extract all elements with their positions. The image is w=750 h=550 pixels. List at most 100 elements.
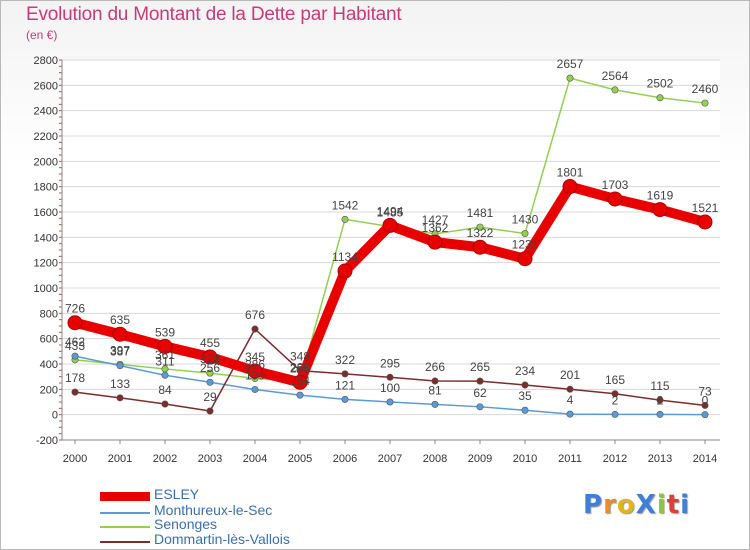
data-label: 726 — [65, 302, 85, 316]
data-point — [386, 398, 394, 406]
data-label: 2657 — [557, 57, 584, 71]
data-point — [517, 251, 533, 267]
data-label: 2 — [657, 393, 664, 407]
data-label: 2502 — [647, 77, 674, 91]
legend-swatch — [100, 492, 150, 501]
y-tick-label: 800 — [40, 308, 58, 320]
data-label: 4 — [567, 393, 574, 407]
x-tick-label: 2005 — [288, 453, 312, 465]
data-label: 62 — [473, 386, 487, 400]
data-point — [116, 394, 124, 402]
data-label: 2564 — [602, 69, 629, 83]
data-label: 295 — [380, 356, 400, 370]
data-label: 311 — [155, 354, 174, 368]
data-label: 1494 — [377, 204, 404, 218]
data-point — [206, 407, 214, 415]
data-label: 433 — [65, 339, 85, 353]
data-label: 322 — [335, 353, 355, 367]
data-point — [611, 410, 619, 418]
data-point — [341, 215, 349, 223]
data-label: 387 — [110, 345, 130, 359]
legend-label: Senonges — [154, 516, 218, 532]
x-tick-label: 2006 — [333, 453, 357, 465]
data-label: 462 — [65, 335, 85, 349]
x-tick-label: 2010 — [513, 453, 537, 465]
data-point — [341, 395, 349, 403]
x-tick-label: 2003 — [198, 453, 222, 465]
data-label: 115 — [650, 379, 669, 393]
data-point — [656, 396, 664, 404]
data-point — [341, 370, 349, 378]
data-label: 81 — [428, 383, 442, 397]
data-point — [247, 363, 263, 379]
legend-swatch — [100, 526, 150, 528]
data-point — [382, 217, 398, 233]
legend-label: Dommartin-lès-Vallois — [154, 531, 290, 547]
data-label: 1427 — [422, 213, 449, 227]
y-tick-label: 2400 — [34, 106, 58, 118]
x-tick-label: 2000 — [63, 453, 87, 465]
data-point — [611, 86, 619, 94]
data-label: 261 — [290, 361, 310, 375]
data-point — [656, 94, 664, 102]
data-point — [701, 411, 709, 419]
y-tick-label: 200 — [40, 384, 58, 396]
x-tick-label: 2001 — [108, 453, 132, 465]
data-label: 165 — [605, 373, 625, 387]
data-label: 397 — [110, 343, 130, 357]
y-tick-label: 1800 — [34, 182, 58, 194]
x-tick-label: 2013 — [648, 453, 672, 465]
data-point — [161, 400, 169, 408]
data-label: 0 — [702, 394, 709, 408]
data-point — [251, 385, 259, 393]
data-point — [157, 338, 173, 354]
data-point — [611, 390, 619, 398]
data-label: 1231 — [512, 238, 539, 252]
data-point — [337, 263, 353, 279]
y-tick-label: 2600 — [34, 80, 58, 92]
data-point — [562, 179, 578, 195]
data-label: 1134 — [332, 250, 358, 264]
data-label: 2460 — [692, 82, 719, 96]
data-point — [476, 223, 484, 231]
data-label: 154 — [290, 374, 310, 388]
data-point — [566, 385, 574, 393]
x-tick-label: 2012 — [603, 453, 627, 465]
data-label: 1481 — [467, 206, 494, 220]
x-tick-label: 2004 — [243, 453, 267, 465]
data-label: 29 — [203, 390, 217, 404]
y-tick-label: 1000 — [34, 283, 58, 295]
data-point — [292, 374, 308, 390]
data-point — [701, 401, 709, 409]
data-point — [607, 191, 623, 207]
logo-letter: r — [603, 490, 617, 520]
logo-letter: o — [616, 490, 636, 520]
data-label: 133 — [110, 377, 130, 391]
data-point — [296, 391, 304, 399]
data-label: 1521 — [692, 201, 719, 215]
logo-letter: i — [656, 490, 667, 520]
data-point — [427, 234, 443, 250]
data-point — [251, 325, 259, 333]
data-label: 234 — [515, 364, 535, 378]
y-tick-label: 2800 — [34, 55, 58, 67]
data-label: 35 — [518, 389, 532, 403]
data-label: 178 — [65, 371, 85, 385]
chart-title: Evolution du Montant de la Dette par Hab… — [26, 4, 402, 25]
legend-label: Monthureux-le-Sec — [154, 502, 273, 518]
data-point — [206, 378, 214, 386]
data-point — [202, 349, 218, 365]
data-point — [566, 74, 574, 82]
x-tick-label: 2008 — [423, 453, 447, 465]
y-tick-label: 600 — [40, 334, 58, 346]
data-label: 345 — [245, 350, 265, 364]
data-point — [697, 214, 713, 230]
data-label: 266 — [425, 360, 445, 374]
x-tick-label: 2009 — [468, 453, 492, 465]
data-label: 286 — [245, 357, 265, 371]
data-label: 635 — [110, 313, 130, 327]
data-point — [476, 377, 484, 385]
data-label: 199 — [245, 368, 265, 382]
data-point — [521, 406, 529, 414]
y-tick-label: 2000 — [34, 156, 58, 168]
